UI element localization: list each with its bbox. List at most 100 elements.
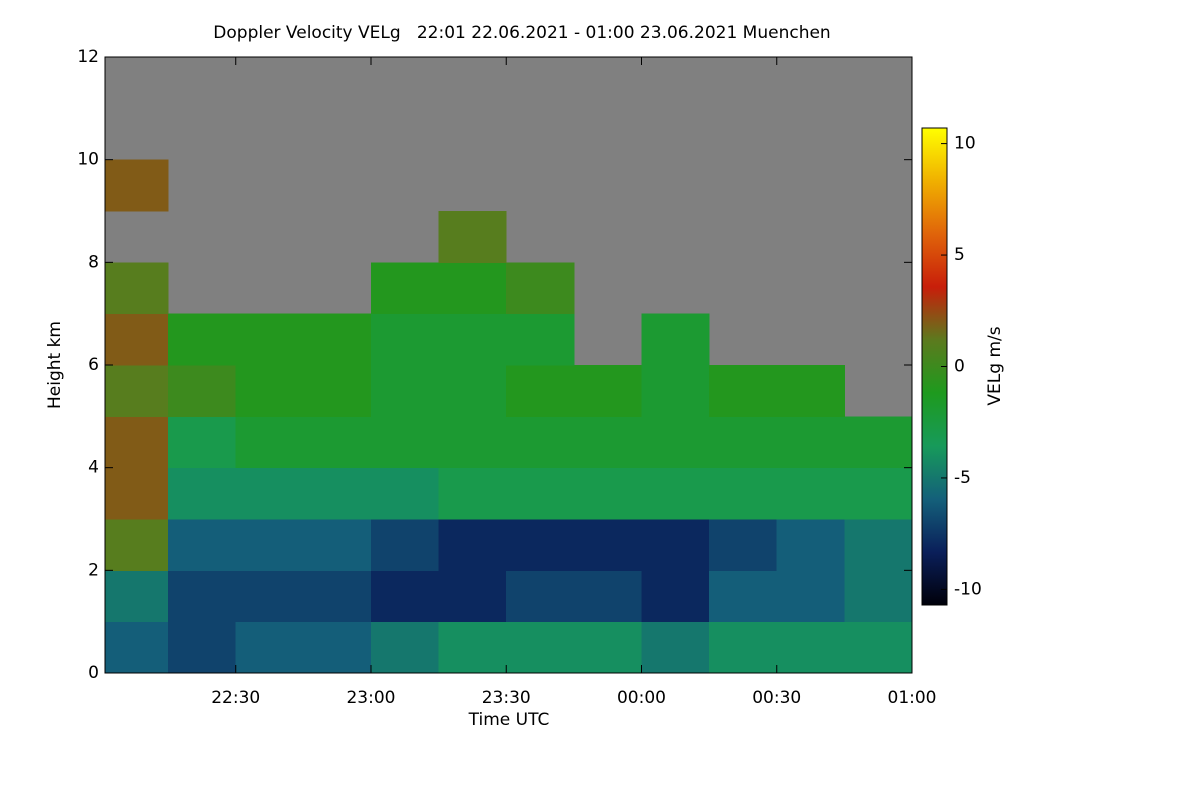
y-tick-label: 10 [77, 150, 99, 170]
heatmap-cell [370, 365, 440, 417]
heatmap-cell [641, 519, 710, 571]
heatmap-cell [641, 621, 710, 674]
heatmap-cell [438, 262, 507, 315]
heatmap-cell [506, 365, 575, 417]
heatmap-cell [235, 416, 304, 469]
heatmap-cell [235, 519, 304, 571]
heatmap-cell [370, 313, 440, 366]
heatmap-cell [506, 519, 575, 571]
heatmap-cell [235, 467, 304, 520]
heatmap-cell [506, 262, 575, 315]
heatmap-cell [641, 467, 710, 520]
colorbar-label: VELg m/s [985, 326, 1005, 405]
heatmap-cell [105, 416, 169, 469]
y-tick-label: 8 [88, 252, 99, 272]
heatmap-cell [438, 621, 507, 674]
y-axis-label: Height km [45, 321, 65, 409]
heatmap-cell [573, 365, 642, 417]
x-tick-label: 23:00 [346, 688, 395, 708]
heatmap-cell [776, 570, 845, 623]
heatmap-cell [844, 519, 913, 571]
heatmap-cell [303, 519, 372, 571]
heatmap-cell [506, 621, 575, 674]
heatmap-cell [844, 621, 913, 674]
chart-title: Doppler Velocity VELg 22:01 22.06.2021 -… [213, 23, 830, 43]
heatmap-cell [168, 570, 237, 623]
heatmap-cell [235, 621, 304, 674]
heatmap-cell [235, 570, 304, 623]
heatmap-cell [506, 467, 575, 520]
heatmap-cell [303, 365, 372, 417]
heatmap-cell [303, 467, 372, 520]
heatmap-cell [844, 416, 913, 469]
heatmap-cell [709, 416, 778, 469]
heatmap-cell [641, 365, 710, 417]
heatmap-cell [709, 621, 778, 674]
heatmap-cell [573, 416, 642, 469]
heatmap-cell [235, 365, 304, 417]
heatmap-cell [506, 416, 575, 469]
heatmap-cell [168, 621, 237, 674]
heatmap-cell [105, 570, 169, 623]
colorbar-tick-label: -5 [954, 468, 971, 488]
heatmap-cell [105, 467, 169, 520]
heatmap-cell [573, 467, 642, 520]
heatmap-cell [438, 416, 507, 469]
heatmap-cell [303, 570, 372, 623]
heatmap-cell [776, 365, 845, 417]
heatmap-cell [641, 416, 710, 469]
heatmap-cell [438, 313, 507, 366]
heatmap-cell [641, 313, 710, 366]
heatmap-cell [438, 365, 507, 417]
heatmap-cell [370, 416, 440, 469]
heatmap-cell [303, 313, 372, 366]
x-tick-label: 22:30 [211, 688, 260, 708]
heatmap-cell [168, 365, 237, 417]
colorbar-tick-label: 5 [954, 245, 965, 265]
heatmap-cell [370, 570, 440, 623]
heatmap-cell [573, 570, 642, 623]
heatmap-cell [303, 416, 372, 469]
heatmap-cell [168, 313, 237, 366]
heatmap-cell [370, 621, 440, 674]
y-tick-label: 0 [88, 663, 99, 683]
heatmap-cell [641, 570, 710, 623]
heatmap-cell [438, 570, 507, 623]
y-tick-label: 2 [88, 560, 99, 580]
x-tick-label: 00:30 [752, 688, 801, 708]
heatmap-cell [438, 467, 507, 520]
y-tick-label: 4 [88, 458, 99, 478]
x-axis-label: Time UTC [468, 710, 550, 730]
heatmap-cell [105, 365, 169, 417]
heatmap-cell [776, 467, 845, 520]
heatmap-cell [168, 519, 237, 571]
x-tick-label: 01:00 [888, 688, 937, 708]
heatmap-cell [709, 467, 778, 520]
heatmap-cell [438, 519, 507, 571]
heatmap-cell [844, 570, 913, 623]
colorbar-tick-label: -10 [954, 579, 982, 599]
heatmap-cell [105, 313, 169, 366]
heatmap-cell [776, 621, 845, 674]
heatmap-cell [506, 570, 575, 623]
heatmap-cell [105, 621, 169, 674]
heatmap-cell [573, 621, 642, 674]
heatmap-cell [438, 211, 507, 263]
heatmap-cell [776, 416, 845, 469]
heatmap-cell [573, 519, 642, 571]
heatmap-cell [303, 621, 372, 674]
colorbar-tick-label: 0 [954, 357, 965, 377]
heatmap-cell [105, 519, 169, 571]
heatmap-cell [105, 159, 169, 212]
y-tick-label: 12 [77, 47, 99, 67]
y-tick-label: 6 [88, 355, 99, 375]
heatmap-cell [844, 467, 913, 520]
heatmap-cell [370, 467, 440, 520]
heatmap-cell [370, 262, 440, 315]
x-tick-label: 23:30 [482, 688, 531, 708]
heatmap-cell [105, 262, 169, 315]
heatmap-cell [168, 416, 237, 469]
heatmap-cell [506, 313, 575, 366]
heatmap-cell [709, 570, 778, 623]
